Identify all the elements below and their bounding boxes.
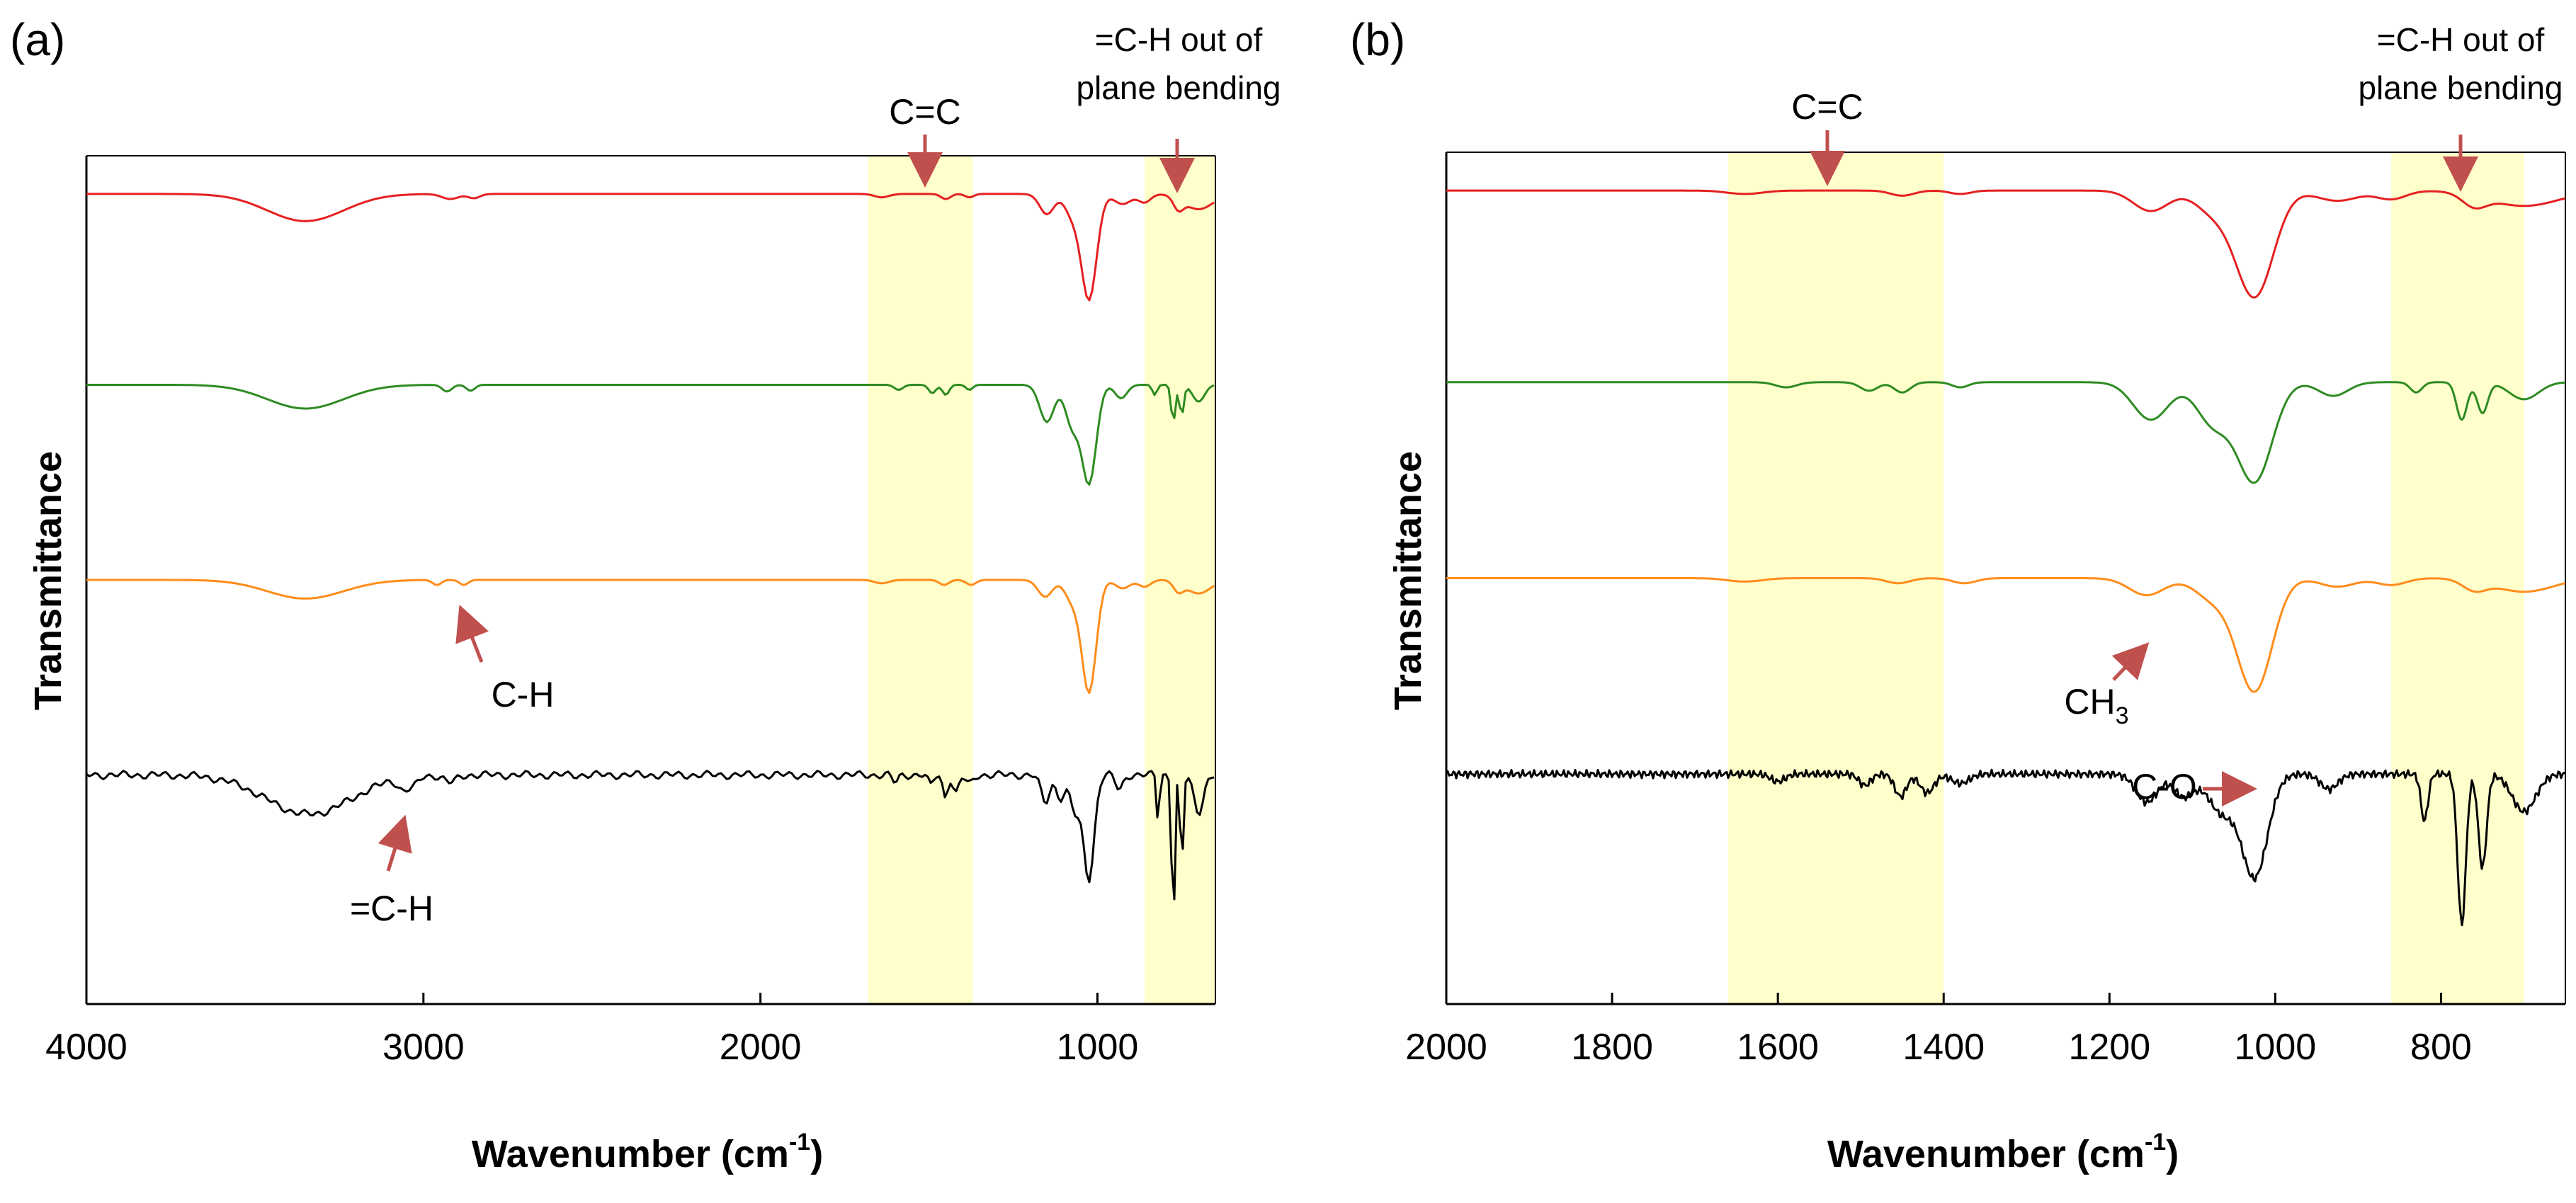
panel-b-x-axis-title: Wavenumber (cm-1) bbox=[1827, 1129, 2179, 1175]
panel-a-annot-cc: C=C bbox=[889, 92, 960, 132]
panel-b-x-tick-label-1800: 1800 bbox=[1571, 1027, 1653, 1068]
panel-b-series-orange bbox=[1446, 577, 2566, 693]
panel-b-label: (b) bbox=[1350, 14, 1405, 65]
panel-a-x-tick-label-1000: 1000 bbox=[1057, 1027, 1139, 1068]
panel-b-x-ticks: 2000 1800 1600 1400 1200 1000 800 bbox=[1405, 993, 2472, 1068]
panel-a-series-red bbox=[86, 193, 1215, 302]
panel-b-annot-cc: C=C bbox=[1791, 87, 1863, 127]
panel-b-annot-oop1: =C-H out of bbox=[2377, 21, 2545, 58]
panel-b-annot-oop2: plane bending bbox=[2358, 69, 2563, 106]
panel-a-series bbox=[86, 193, 1215, 901]
panel-a-arrow-ech bbox=[378, 814, 412, 872]
panel-a-label: (a) bbox=[10, 14, 65, 65]
panel-b-annot-co: C-O bbox=[2132, 767, 2197, 806]
panel-b-annotations: C=C =C-H out of plane bending CH3 C-O bbox=[1791, 21, 2563, 806]
panel-a-series-green bbox=[86, 384, 1215, 486]
panel-b-x-tick-label-1600: 1600 bbox=[1737, 1027, 1819, 1068]
panel-a-x-tick-label-2000: 2000 bbox=[720, 1027, 802, 1068]
panel-b-x-tick-label-1200: 1200 bbox=[2068, 1027, 2150, 1068]
panel-b-series-red bbox=[1446, 189, 2566, 299]
panel-a-x-ticks: 4000 3000 2000 1000 bbox=[45, 993, 1138, 1068]
panel-a-y-axis-title: Transmittance bbox=[27, 451, 69, 710]
panel-b-y-axis-title: Transmittance bbox=[1387, 451, 1429, 710]
panel-b-series-green bbox=[1446, 381, 2566, 484]
panel-a-annot-oop2: plane bending bbox=[1076, 69, 1281, 106]
panel-a-annot-ch: C-H bbox=[492, 675, 555, 714]
panel-b-arrow-ch3 bbox=[2111, 642, 2150, 681]
panel-a-annotations: C=C =C-H out of plane bending C-H =C-H bbox=[350, 21, 1281, 928]
panel-a-annot-ech: =C-H bbox=[350, 889, 433, 928]
panel-b-x-tick-label-2000: 2000 bbox=[1405, 1027, 1487, 1068]
panel-a: (a) 4000 3000 2000 1000 Wavenumber (cm-1) T… bbox=[10, 14, 1281, 1175]
panel-b-annot-ch3: CH3 bbox=[2064, 682, 2128, 729]
panel-a-annot-oop1: =C-H out of bbox=[1095, 21, 1263, 58]
panel-a-x-tick-label-3000: 3000 bbox=[382, 1027, 465, 1068]
panel-b-series-black bbox=[1446, 768, 2566, 927]
panel-b-series bbox=[1446, 189, 2566, 927]
panel-b-x-tick-label-1400: 1400 bbox=[1902, 1027, 1985, 1068]
panel-a-arrow-ch bbox=[455, 605, 489, 663]
panel-b-x-tick-label-1000: 1000 bbox=[2235, 1027, 2317, 1068]
panel-a-x-axis-title: Wavenumber (cm-1) bbox=[472, 1129, 823, 1175]
panel-a-highlight-band-1 bbox=[1145, 156, 1215, 1004]
panel-a-series-orange bbox=[86, 578, 1215, 695]
panel-a-series-black bbox=[86, 770, 1215, 901]
panel-b-x-tick-label-800: 800 bbox=[2410, 1027, 2472, 1068]
panel-b: (b) 2000 1800 1600 1400 1200 1000 800 Wavenumb… bbox=[1350, 14, 2566, 1175]
panel-a-x-tick-label-4000: 4000 bbox=[45, 1027, 127, 1068]
